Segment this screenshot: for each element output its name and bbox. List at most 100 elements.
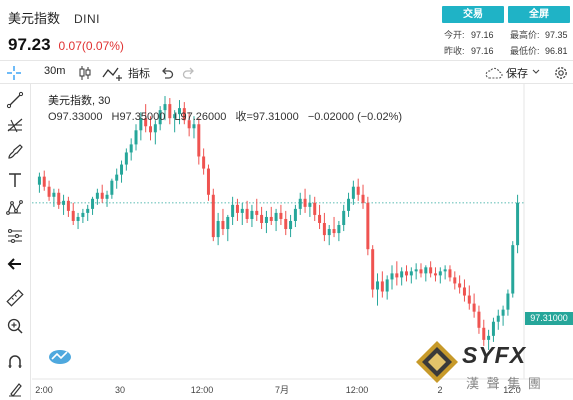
candle [347,192,351,217]
candle [419,263,423,278]
candle-down-body [477,311,481,328]
candle-down-body [221,220,225,230]
candle [303,188,307,213]
candle-up-body [491,321,495,336]
tradingview-logo-icon[interactable] [46,346,74,366]
back-arrow-icon[interactable] [5,254,25,274]
redo-icon[interactable] [182,66,196,80]
candle-up-body [95,192,99,199]
candles-icon[interactable] [78,65,92,81]
candle-down-body [269,216,273,221]
candle [453,271,457,290]
candle [298,192,302,215]
candle [458,275,462,294]
candlestick-chart[interactable]: 2:00 30 12:00 7月 12:00 2 12:0 [32,84,573,400]
candle-up-body [226,216,230,230]
cloud-save-icon[interactable] [484,65,504,81]
save-button[interactable]: 保存 [506,68,528,80]
candle-down-body [361,194,365,203]
zoom-in-icon[interactable] [5,316,25,336]
ruler-icon[interactable] [5,288,25,308]
candle-up-body [424,267,428,274]
candle-down-body [318,214,322,223]
candle-up-body [52,192,56,197]
candle [153,120,157,145]
x-tick-label: 2:00 [35,385,53,395]
candle [221,208,225,236]
candle [477,305,481,334]
candle-up-body [409,271,413,276]
candle-down-body [197,124,201,157]
fib-tool-icon[interactable] [5,116,25,136]
undo-icon[interactable] [160,66,174,80]
text-tool-icon[interactable] [5,170,25,190]
trade-button[interactable]: 交易 [442,6,504,23]
stat-high: 最高价: 97.35 [510,28,568,41]
candle-down-body [395,273,399,278]
low-value: 96.81 [545,46,568,56]
prediction-tool-icon[interactable] [5,226,25,246]
brush-icon[interactable] [5,142,25,162]
lock-drawings-icon[interactable] [5,378,25,398]
candle-up-body [62,200,66,205]
gear-icon[interactable] [553,65,569,81]
candle-up-body [216,220,220,238]
watermark-logo-text: SYFX [462,342,527,368]
candle [37,172,41,193]
candle-up-body [289,220,293,230]
candle-up-body [158,110,162,125]
candle [211,188,215,242]
candle-up-body [390,273,394,280]
fullscreen-button[interactable]: 全屏 [508,6,570,23]
candle-up-body [153,124,157,133]
candle [472,293,476,318]
candle-up-body [293,208,297,221]
trend-line-icon[interactable] [5,90,25,110]
candle [376,273,380,306]
watermark-company: 漢 聲 集 團 [466,376,543,391]
legend-open: O97.33000 [48,111,103,123]
candle [255,198,259,221]
candle-up-body [240,208,244,213]
x-tick-label: 2 [437,385,442,395]
candle-down-body [467,295,471,304]
candle [332,216,336,238]
candle [47,180,51,201]
candle-up-body [327,229,331,236]
chevron-down-icon[interactable] [532,69,540,75]
title-row: 美元指数 DINI [8,8,100,27]
candle [192,116,196,139]
candle [91,196,95,215]
prevclose-label: 昨收: [444,46,465,56]
candle-down-body [371,249,375,290]
candle-down-body [313,202,317,215]
x-tick-label: 30 [115,385,125,395]
indicators-icon[interactable] [102,65,124,81]
pattern-tool-icon[interactable] [5,198,25,218]
candle [516,194,520,254]
indicators-button[interactable]: 指标 [128,68,150,80]
candle-up-body [351,186,355,199]
candle [318,204,322,230]
candle [250,204,254,228]
candle-down-body [149,126,153,133]
chart-area[interactable]: 2:00 30 12:00 7月 12:00 2 12:0 美元指数, 30 O97.330… [32,84,573,400]
candle-up-body [274,212,278,221]
interval-selector[interactable]: 30m [44,65,66,77]
candle [110,178,114,199]
candle [356,178,360,201]
candle-down-body [332,229,336,234]
candle-up-body [511,245,515,294]
stat-low: 最低价: 96.81 [510,44,568,57]
candle [100,184,104,203]
candle-down-body [47,186,51,197]
open-label: 今开: [444,30,465,40]
high-value: 97.35 [545,30,568,40]
candle [134,124,138,151]
candle [139,112,143,141]
magnet-icon[interactable] [5,352,25,372]
candle [404,265,408,282]
crosshair-icon[interactable] [6,65,22,81]
candle [264,210,268,234]
legend-change: −0.02000 (−0.02%) [307,111,403,123]
